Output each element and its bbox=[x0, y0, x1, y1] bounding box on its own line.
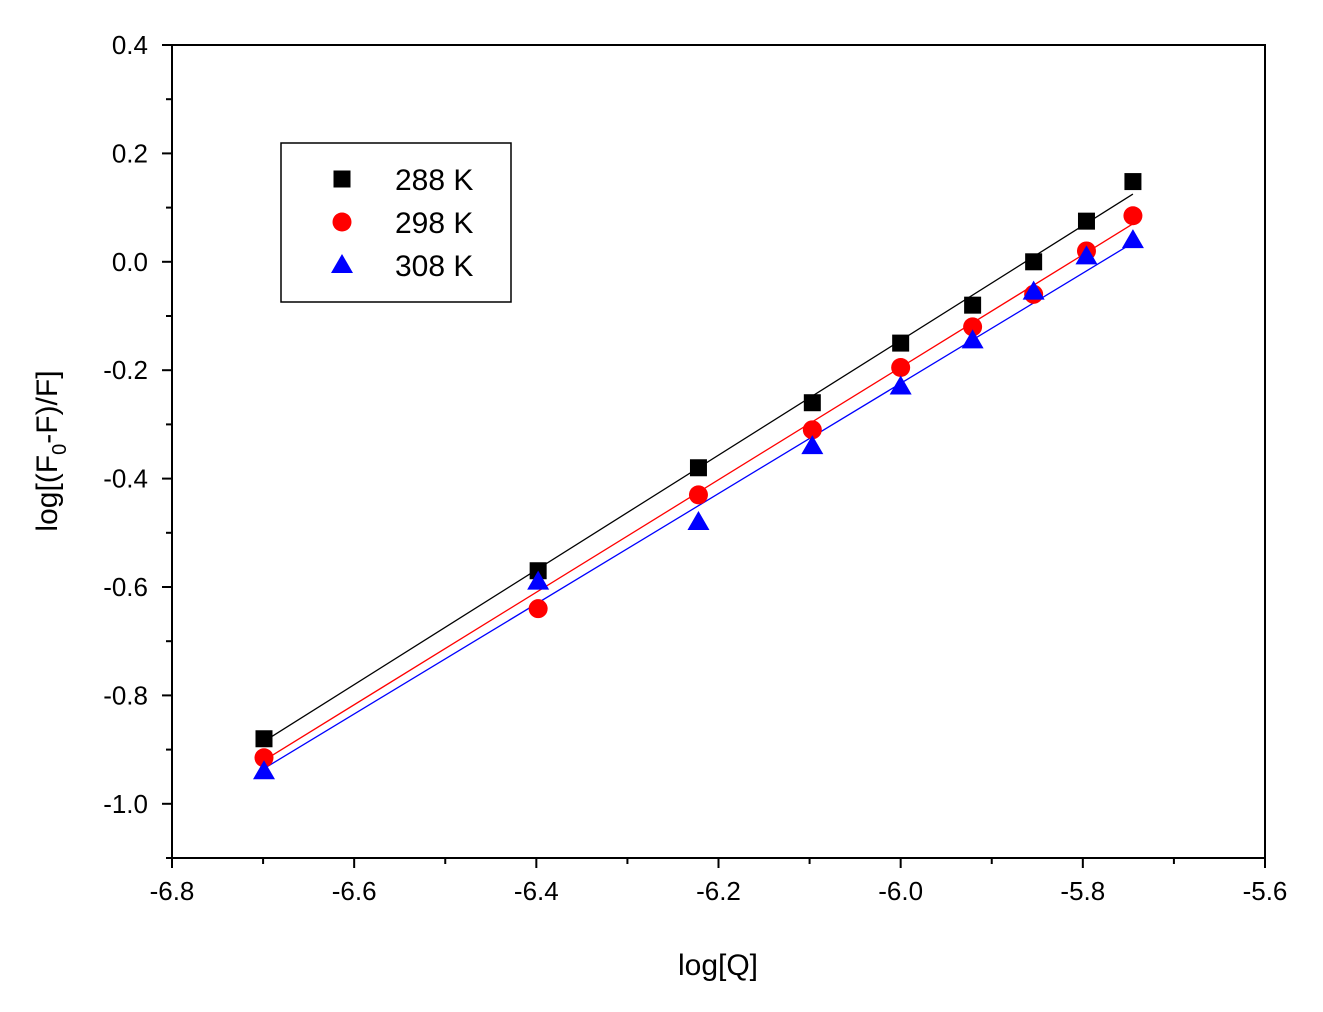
data-point-298-K bbox=[891, 357, 911, 377]
data-point-308-K bbox=[252, 760, 275, 780]
data-point-308-K bbox=[1075, 245, 1098, 265]
y-tick-label: -0.4 bbox=[103, 464, 148, 494]
data-point-308-K bbox=[889, 375, 912, 395]
data-point-298-K bbox=[254, 748, 274, 768]
y-tick-label: -1.0 bbox=[103, 789, 148, 819]
legend: 288 K 298 K 308 K bbox=[280, 142, 512, 303]
data-point-308-K bbox=[801, 435, 824, 455]
data-point-288-K bbox=[255, 730, 273, 748]
data-point-288-K bbox=[964, 296, 982, 314]
data-point-298-K bbox=[1123, 206, 1143, 226]
y-tick-label: 0.4 bbox=[112, 30, 148, 60]
data-point-308-K bbox=[527, 570, 550, 590]
x-axis: -6.8 -6.6 -6.4 -6.2 -6.0 -5.8 -5.6 bbox=[150, 858, 1288, 906]
legend-marker-288-K bbox=[333, 170, 351, 188]
y-axis: -1.0 -0.8 -0.6 -0.4 -0.2 0.0 0.2 0.4 bbox=[103, 30, 172, 859]
data-point-288-K bbox=[689, 459, 707, 477]
x-tick-label: -6.4 bbox=[514, 876, 559, 906]
y-tick-label: -0.2 bbox=[103, 355, 148, 385]
data-points bbox=[252, 173, 1144, 780]
data-point-298-K bbox=[802, 420, 822, 440]
data-point-298-K bbox=[688, 485, 708, 505]
y-axis-title: log[(F0-F)/F] bbox=[31, 370, 71, 531]
data-point-288-K bbox=[803, 394, 821, 412]
data-point-288-K bbox=[1124, 173, 1142, 191]
x-tick-label: -5.8 bbox=[1060, 876, 1105, 906]
data-point-308-K bbox=[961, 329, 984, 349]
data-point-308-K bbox=[1022, 280, 1045, 300]
legend-label: 308 K bbox=[395, 250, 473, 283]
legend-label: 288 K bbox=[395, 164, 473, 197]
x-tick-label: -6.8 bbox=[150, 876, 195, 906]
y-tick-label: 0.2 bbox=[112, 138, 148, 168]
y-tick-label: 0.0 bbox=[112, 247, 148, 277]
data-point-288-K bbox=[1077, 212, 1095, 230]
data-point-308-K bbox=[1121, 229, 1144, 249]
legend-marker-298-K bbox=[332, 212, 352, 232]
x-tick-label: -6.6 bbox=[332, 876, 377, 906]
data-point-288-K bbox=[892, 334, 910, 352]
data-point-288-K bbox=[1025, 253, 1043, 271]
data-point-308-K bbox=[687, 510, 710, 530]
x-axis-title: log[Q] bbox=[678, 949, 758, 982]
y-tick-label: -0.6 bbox=[103, 572, 148, 602]
y-tick-label: -0.8 bbox=[103, 680, 148, 710]
x-tick-label: -5.6 bbox=[1243, 876, 1288, 906]
data-point-298-K bbox=[528, 599, 548, 619]
x-tick-label: -6.0 bbox=[878, 876, 923, 906]
legend-label: 298 K bbox=[395, 207, 473, 240]
x-tick-label: -6.2 bbox=[696, 876, 741, 906]
data-point-298-K bbox=[963, 317, 983, 337]
legend-box bbox=[280, 142, 512, 303]
legend-marker-308-K bbox=[331, 254, 353, 273]
fit-line-308-K bbox=[263, 242, 1134, 770]
